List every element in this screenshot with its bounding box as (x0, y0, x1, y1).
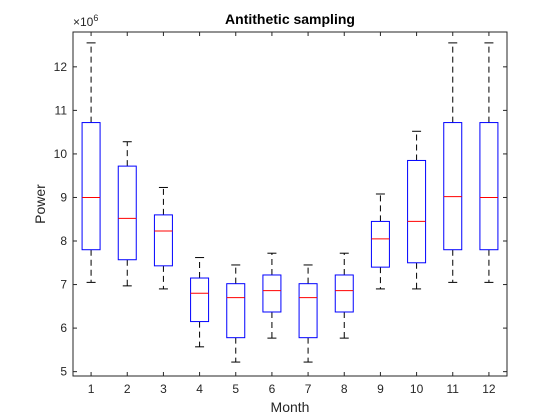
x-tick-label: 3 (160, 382, 167, 396)
box-iqr (479, 122, 499, 251)
box-month-11 (443, 42, 463, 283)
chart-title: Antithetic sampling (225, 11, 355, 27)
box-month-1 (81, 42, 101, 283)
x-axis-label: Month (271, 399, 310, 415)
box-iqr (407, 159, 427, 264)
box-month-3 (153, 186, 173, 290)
x-tick-label: 10 (410, 382, 424, 396)
box-iqr (153, 214, 173, 267)
x-tick-label: 6 (269, 382, 276, 396)
box-month-12 (479, 42, 499, 283)
box-month-7 (298, 264, 318, 363)
x-tick-label: 8 (341, 382, 348, 396)
box-month-9 (370, 193, 390, 290)
box-month-4 (190, 257, 210, 348)
box-iqr (298, 283, 318, 339)
box-series (81, 42, 499, 363)
box-month-10 (407, 130, 427, 290)
box-iqr (81, 122, 101, 251)
box-iqr (226, 283, 246, 339)
y-axis: 5 6 7 8 9 10 11 12 (54, 60, 507, 379)
y-tick-label: 8 (60, 234, 67, 248)
box-month-2 (117, 141, 137, 287)
y-tick-label: 7 (60, 278, 67, 292)
x-tick-label: 11 (447, 382, 460, 396)
plot-area (72, 31, 508, 377)
box-month-6 (262, 252, 282, 339)
box-month-8 (334, 252, 354, 339)
x-tick-label: 5 (232, 382, 239, 396)
box-month-5 (226, 264, 246, 363)
y-axis-label: Power (32, 184, 48, 224)
x-tick-label: 1 (88, 382, 95, 396)
box-iqr (443, 122, 463, 251)
x-tick-label: 2 (124, 382, 131, 396)
y-tick-label: 10 (54, 147, 68, 161)
x-tick-label: 7 (305, 382, 312, 396)
y-exponent-label: ×106 (73, 13, 98, 29)
box-iqr (190, 277, 210, 323)
box-iqr (262, 274, 282, 313)
y-tick-label: 5 (60, 365, 67, 379)
y-tick-label: 9 (60, 190, 67, 204)
x-tick-label: 4 (196, 382, 203, 396)
y-tick-label: 11 (55, 103, 68, 117)
box-iqr (334, 274, 354, 313)
x-tick-label: 12 (482, 382, 496, 396)
box-iqr (117, 165, 137, 261)
x-axis: 1 2 3 4 5 6 7 8 9 10 11 12 (88, 32, 496, 396)
x-tick-label: 9 (377, 382, 384, 396)
y-tick-label: 6 (60, 321, 67, 335)
y-tick-label: 12 (54, 60, 68, 74)
box-iqr (370, 220, 390, 268)
